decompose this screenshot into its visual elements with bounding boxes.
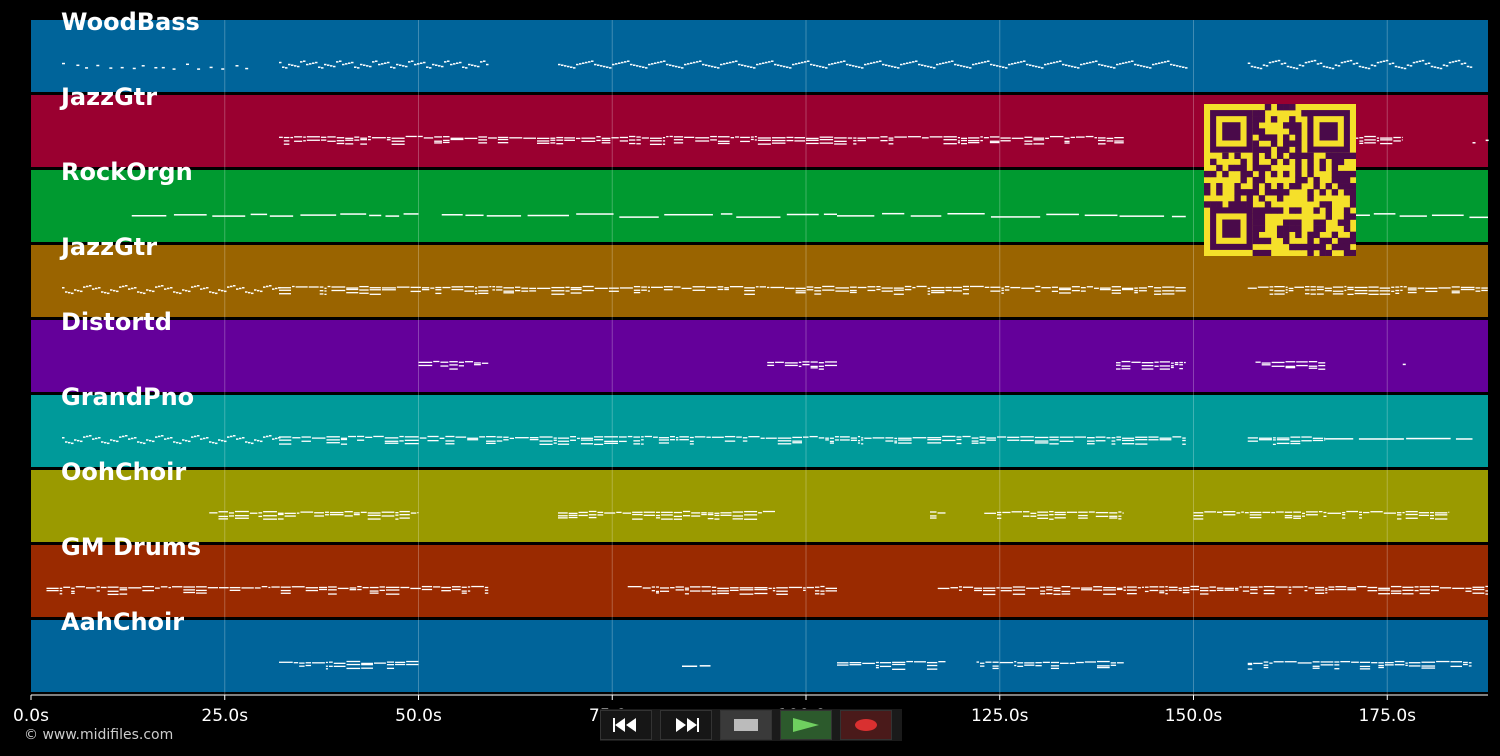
note-group — [418, 360, 489, 370]
note-group — [1402, 363, 1406, 366]
note-group — [1193, 510, 1450, 520]
record-button[interactable] — [840, 710, 892, 740]
track-background — [31, 395, 1488, 467]
track-background — [31, 245, 1488, 317]
track-lane — [31, 320, 1488, 392]
note-group — [62, 435, 281, 445]
note-group — [837, 660, 946, 670]
note-group — [62, 285, 281, 295]
note-group — [937, 585, 1488, 596]
note-group — [1472, 139, 1489, 144]
track-lane — [31, 20, 1488, 92]
fast-forward-icon — [676, 718, 699, 732]
note-group — [984, 510, 1124, 520]
track-background — [31, 620, 1488, 692]
track-label: GrandPno — [61, 383, 194, 411]
note-group — [682, 665, 711, 668]
stop-button[interactable] — [720, 710, 772, 740]
qr-code — [1204, 104, 1356, 256]
record-icon — [855, 719, 877, 731]
track-label: RockOrgn — [61, 158, 193, 186]
track-lane — [31, 470, 1488, 542]
track-background — [31, 470, 1488, 542]
tick-label: 175.0s — [1358, 706, 1416, 726]
track-background — [31, 20, 1488, 92]
note-group — [767, 361, 837, 370]
track-lane — [31, 545, 1488, 617]
tick-label: 25.0s — [201, 706, 248, 726]
note-group — [976, 660, 1124, 670]
track-label: OohChoir — [61, 458, 186, 486]
fast-forward-button[interactable] — [660, 710, 712, 740]
note-group — [279, 135, 1124, 146]
note-group — [627, 585, 837, 595]
note-group — [279, 285, 1186, 296]
track-background — [31, 320, 1488, 392]
transport-controls — [600, 709, 902, 741]
play-icon — [793, 718, 819, 732]
track-lane — [31, 395, 1488, 467]
track-label: WoodBass — [61, 8, 200, 36]
note-group — [279, 660, 419, 670]
tick-label: 0.0s — [13, 706, 49, 726]
tick-label: 150.0s — [1165, 706, 1223, 726]
tick-label: 50.0s — [395, 706, 442, 726]
note-group — [441, 213, 837, 218]
track-lane — [31, 620, 1488, 692]
track-label: JazzGtr — [59, 83, 157, 111]
note-group — [1325, 437, 1473, 440]
track-label: Distortd — [61, 308, 172, 336]
note-group — [1116, 360, 1186, 370]
track-label: JazzGtr — [59, 233, 157, 261]
copyright-text: © www.midifiles.com — [24, 727, 174, 743]
track-label: AahChoir — [61, 608, 184, 636]
note-group — [209, 510, 419, 520]
rewind-button[interactable] — [600, 710, 652, 740]
note-group — [558, 510, 775, 520]
track-label: GM Drums — [61, 533, 201, 561]
note-group — [1247, 660, 1472, 670]
note-group — [62, 62, 249, 70]
note-group — [279, 435, 1186, 446]
rewind-icon — [613, 718, 636, 732]
track-lane — [31, 245, 1488, 317]
note-group — [558, 60, 1188, 69]
track-background — [31, 545, 1488, 617]
note-group — [1247, 285, 1488, 296]
note-group — [46, 585, 489, 596]
note-group — [837, 212, 1186, 218]
note-group — [1247, 436, 1326, 446]
play-button[interactable] — [780, 710, 832, 740]
stop-icon — [734, 719, 758, 731]
note-group — [131, 213, 419, 217]
note-group — [930, 511, 946, 519]
note-group — [1247, 59, 1473, 70]
tick-label: 125.0s — [971, 706, 1029, 726]
note-group — [279, 60, 489, 69]
note-group — [1255, 360, 1326, 370]
